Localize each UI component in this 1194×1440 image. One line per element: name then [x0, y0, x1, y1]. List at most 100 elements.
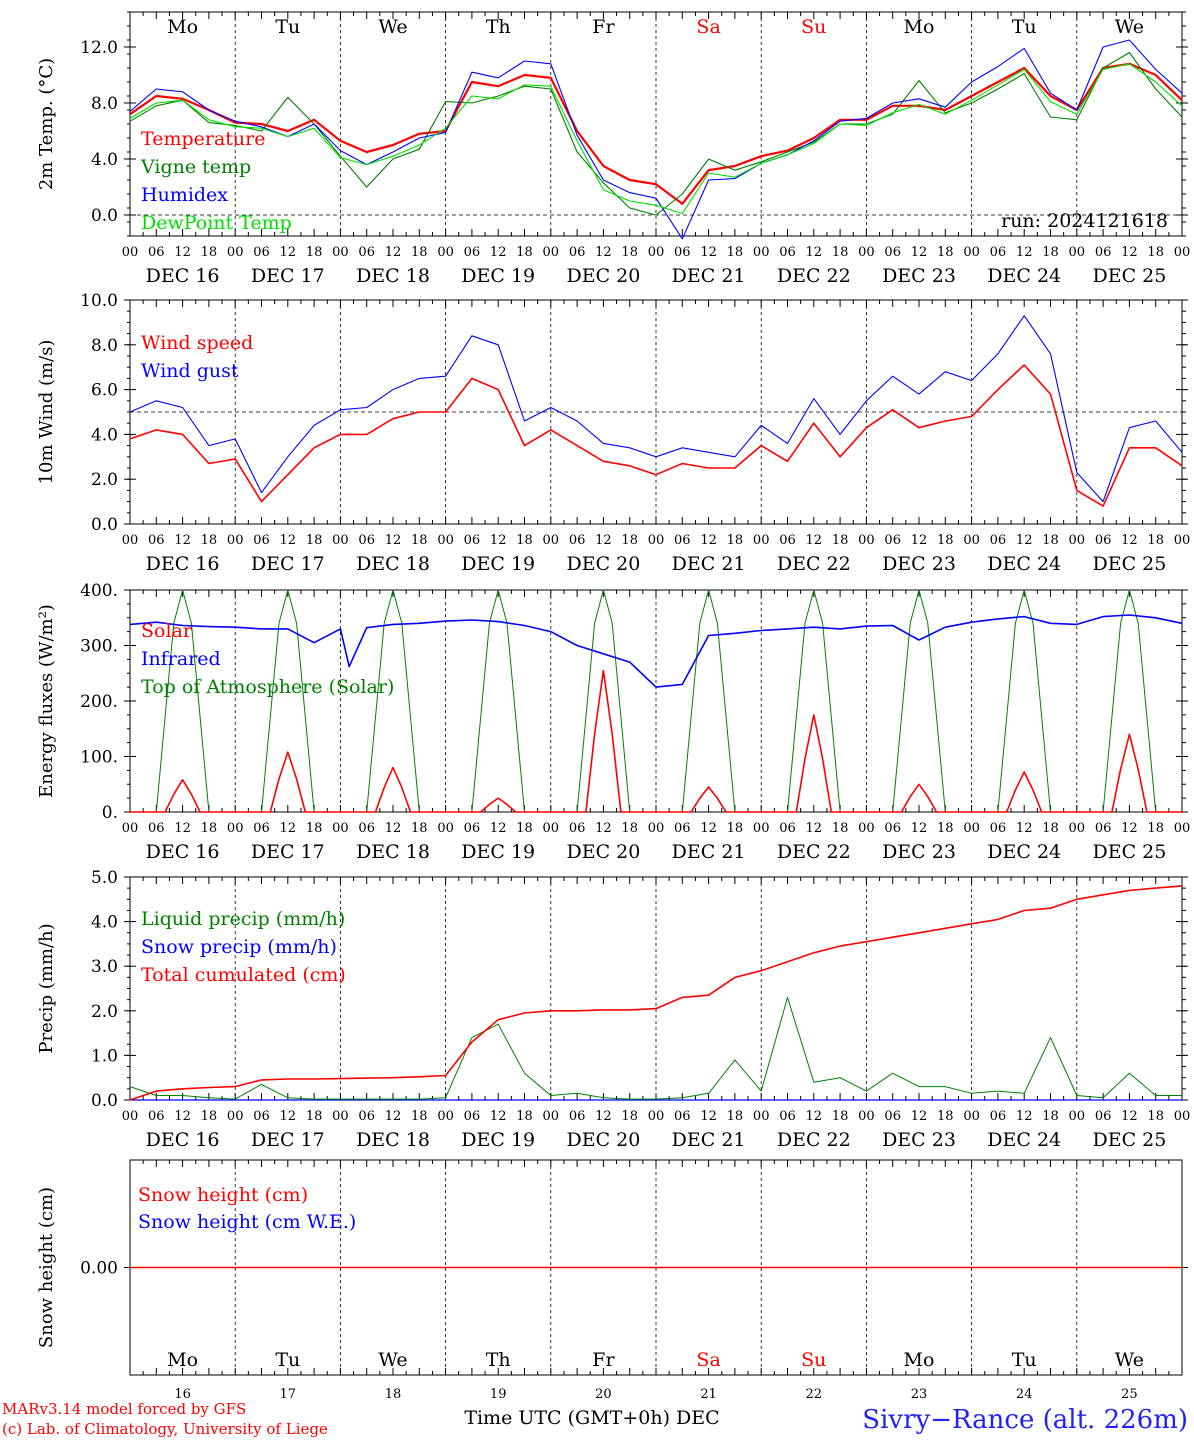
hour-tick-label: 06 — [884, 533, 901, 548]
hour-tick-label: 06 — [779, 533, 796, 548]
hour-tick-label: 06 — [1095, 1109, 1112, 1124]
hour-tick-label: 12 — [1121, 245, 1138, 260]
y-tick-label: 2.0 — [91, 1002, 118, 1022]
hour-tick-label: 06 — [779, 245, 796, 260]
date-label: DEC 19 — [461, 553, 535, 575]
hour-tick-label: 00 — [753, 533, 770, 548]
y-tick-label: 4.0 — [91, 150, 118, 170]
date-label: DEC 22 — [777, 265, 851, 287]
hour-tick-label: 12 — [385, 821, 402, 836]
hour-tick-label: 06 — [358, 821, 375, 836]
short-date-label: 16 — [174, 1387, 191, 1402]
day-name-label: Sa — [696, 16, 720, 38]
hour-tick-label: 00 — [963, 821, 980, 836]
date-label: DEC 18 — [356, 841, 430, 863]
hour-tick-label: 18 — [727, 1109, 744, 1124]
hour-tick-label: 00 — [963, 245, 980, 260]
solar-day-4 — [445, 797, 551, 813]
location-label: Sivry−Rance (alt. 226m) — [862, 1405, 1188, 1435]
y-tick-label: 400. — [80, 581, 118, 601]
toa-solar-day-8 — [866, 589, 972, 813]
hour-tick-label: 00 — [858, 821, 875, 836]
day-name-label: Mo — [904, 1349, 935, 1371]
hour-tick-label: 00 — [858, 1109, 875, 1124]
date-label: DEC 16 — [146, 265, 220, 287]
toa-solar-day-7 — [761, 589, 867, 813]
y-tick-label: 200. — [80, 692, 118, 712]
hour-tick-label: 18 — [306, 533, 323, 548]
hour-tick-label: 12 — [806, 533, 823, 548]
hour-tick-label: 00 — [1069, 533, 1086, 548]
y-tick-label: 0. — [102, 803, 118, 823]
hour-tick-label: 06 — [674, 821, 691, 836]
hour-tick-label: 06 — [990, 821, 1007, 836]
short-date-label: 23 — [911, 1387, 928, 1402]
solar-day-7 — [761, 714, 867, 813]
hour-tick-label: 00 — [648, 1109, 665, 1124]
y-tick-label: 300. — [80, 637, 118, 657]
legend-entry: Top of Atmosphere (Solar) — [141, 676, 394, 698]
hour-tick-label: 00 — [437, 533, 454, 548]
y-tick-label: 4.0 — [91, 913, 118, 933]
date-label: DEC 24 — [987, 1129, 1061, 1151]
hour-tick-label: 06 — [990, 1109, 1007, 1124]
hour-tick-label: 06 — [1095, 533, 1112, 548]
hour-tick-label: 06 — [674, 1109, 691, 1124]
hour-tick-label: 12 — [1016, 533, 1033, 548]
y-tick-label: 0.0 — [91, 1091, 118, 1111]
hour-tick-label: 00 — [227, 533, 244, 548]
hour-tick-label: 18 — [1042, 245, 1059, 260]
day-name-label: Tu — [1012, 1349, 1037, 1371]
hour-tick-label: 00 — [332, 1109, 349, 1124]
hour-tick-label: 00 — [227, 245, 244, 260]
hour-tick-label: 18 — [516, 1109, 533, 1124]
date-label: DEC 25 — [1092, 1129, 1166, 1151]
hour-tick-label: 06 — [148, 245, 165, 260]
hour-tick-label: 06 — [1095, 245, 1112, 260]
date-label: DEC 21 — [672, 1129, 746, 1151]
date-label: DEC 16 — [146, 1129, 220, 1151]
short-date-label: 20 — [595, 1387, 612, 1402]
hour-tick-label: 12 — [700, 821, 717, 836]
y-tick-label: 0.0 — [91, 206, 118, 226]
date-label: DEC 25 — [1092, 553, 1166, 575]
panel-3: 0. 100. 200. 300. 400. Energy fluxes (W/m²) So… — [36, 581, 1190, 863]
liquid-precip-line — [129, 996, 1182, 1100]
hour-tick-label: 00 — [858, 245, 875, 260]
y-axis-label: Energy fluxes (W/m²) — [36, 604, 57, 798]
hour-tick-label: 18 — [937, 245, 954, 260]
infrared-line — [129, 614, 1183, 688]
plot-frame — [129, 11, 1183, 237]
hour-tick-label: 18 — [411, 245, 428, 260]
hour-tick-label: 06 — [990, 533, 1007, 548]
day-name-label: Mo — [167, 16, 198, 38]
hour-tick-label: 06 — [569, 533, 586, 548]
hour-tick-label: 18 — [1147, 245, 1164, 260]
hour-tick-label: 18 — [727, 533, 744, 548]
hour-tick-label: 12 — [174, 245, 191, 260]
day-name-label: Sa — [696, 1349, 720, 1371]
hour-tick-label: 06 — [148, 1109, 165, 1124]
hour-tick-label: 00 — [858, 533, 875, 548]
date-label: DEC 24 — [987, 265, 1061, 287]
day-name-label: Su — [801, 16, 826, 38]
hour-tick-label: 18 — [411, 533, 428, 548]
hour-tick-label: 12 — [1121, 821, 1138, 836]
hour-tick-label: 06 — [569, 245, 586, 260]
hour-tick-label: 18 — [1147, 533, 1164, 548]
day-name-label: Tu — [275, 1349, 300, 1371]
hour-tick-label: 18 — [201, 245, 218, 260]
hour-tick-label: 00 — [122, 1109, 139, 1124]
hour-tick-label: 00 — [122, 533, 139, 548]
legend-entry: Wind speed — [141, 332, 253, 354]
hour-tick-label: 00 — [1069, 1109, 1086, 1124]
date-label: DEC 20 — [566, 1129, 640, 1151]
day-name-label: We — [378, 16, 407, 38]
hour-tick-label: 12 — [1016, 245, 1033, 260]
hour-tick-label: 00 — [332, 821, 349, 836]
hour-tick-label: 06 — [674, 533, 691, 548]
panel-4: 0.0 1.0 2.0 3.0 4.0 5.0 Precip (mm/h) Liquid pr… — [36, 868, 1190, 1151]
hour-tick-label: 18 — [832, 821, 849, 836]
hour-tick-label: 00 — [543, 245, 560, 260]
hour-tick-label: 18 — [727, 245, 744, 260]
